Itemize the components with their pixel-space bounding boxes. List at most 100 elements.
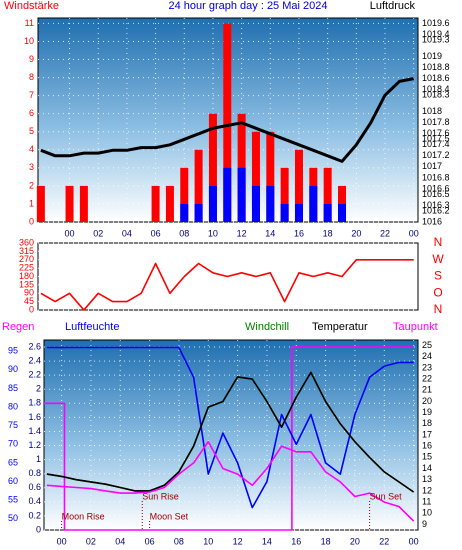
y2-tick-label: N xyxy=(434,235,443,249)
series-line xyxy=(46,440,415,522)
y2-tick-label: 1019 xyxy=(422,51,442,61)
y2-tick-label: 1017.6 xyxy=(422,128,450,138)
y2-tick-label: 1019.4 xyxy=(422,29,450,39)
bar xyxy=(65,185,74,222)
y-tick-label: 270 xyxy=(19,254,34,264)
bar xyxy=(151,185,160,222)
y-tick-label: 3 xyxy=(29,162,34,172)
y3-tick-label: 65 xyxy=(8,457,18,467)
y-tick-label: 1.4 xyxy=(28,426,41,436)
x-tick-label: 20 xyxy=(350,536,360,546)
y-tick-label: 1.8 xyxy=(28,398,41,408)
x-tick-label: 20 xyxy=(351,228,361,238)
y-tick-label: 0 xyxy=(29,216,34,226)
y2-tick-label: O xyxy=(433,285,442,299)
y3-tick-label: 95 xyxy=(8,346,18,356)
bar xyxy=(180,167,189,222)
y2-tick-label: 21 xyxy=(422,385,432,395)
y-tick-label: 1.2 xyxy=(28,440,41,450)
y-tick-label: 11 xyxy=(25,18,34,28)
y2-tick-label: S xyxy=(434,269,442,283)
y-tick-label: 5 xyxy=(29,126,34,136)
bar xyxy=(208,113,217,222)
x-tick-label: 16 xyxy=(294,228,304,238)
bar xyxy=(266,185,275,222)
legend-label: Windstärke xyxy=(4,0,59,12)
x-tick-label: 00 xyxy=(409,228,419,238)
legend-label: Taupunkt xyxy=(393,321,438,333)
x-tick-label: 06 xyxy=(151,228,161,238)
bar xyxy=(251,185,260,222)
bar xyxy=(165,185,174,222)
x-tick-label: 04 xyxy=(122,228,132,238)
y3-tick-label: 60 xyxy=(8,476,18,486)
chart-title: 24 hour graph day : 25 Mai 2024 xyxy=(168,0,327,12)
legend-label: Temperatur xyxy=(312,321,368,333)
x-tick-label: 00 xyxy=(409,536,419,546)
y-tick-label: 0.2 xyxy=(28,510,41,520)
y2-tick-label: 1018.6 xyxy=(422,73,450,83)
y2-tick-label: 1017.5 xyxy=(422,134,450,144)
x-tick-label: 12 xyxy=(237,228,247,238)
y2-tick-label: 14 xyxy=(422,463,432,473)
y2-tick-label: 20 xyxy=(422,396,432,406)
y2-tick-label: 1016.3 xyxy=(422,200,450,210)
x-tick-label: 18 xyxy=(323,228,333,238)
y2-tick-label: 1018.3 xyxy=(422,90,450,100)
y2-tick-label: 1018.4 xyxy=(422,84,450,94)
x-tick-label: 16 xyxy=(291,536,301,546)
bar xyxy=(251,131,260,222)
y2-tick-label: 1017 xyxy=(422,161,442,171)
y2-tick-label: 19 xyxy=(422,407,432,417)
y-tick-label: 10 xyxy=(24,36,34,46)
y2-tick-label: 11 xyxy=(422,496,431,506)
y-tick-label: 0.4 xyxy=(28,496,41,506)
y-tick-label: 8 xyxy=(29,72,34,82)
y-tick-label: 225 xyxy=(19,263,34,273)
y-tick-label: 0.6 xyxy=(28,482,41,492)
y2-tick-label: 25 xyxy=(422,340,432,350)
x-tick-label: 08 xyxy=(179,228,189,238)
series-line xyxy=(44,346,414,531)
y2-tick-label: 18 xyxy=(422,418,432,428)
y2-tick-label: 1017.2 xyxy=(422,150,450,160)
x-tick-label: 00 xyxy=(65,228,75,238)
y2-tick-label: 24 xyxy=(422,351,432,361)
bar xyxy=(294,203,303,222)
x-tick-label: 08 xyxy=(174,536,184,546)
series-line xyxy=(46,371,415,493)
bar xyxy=(194,203,203,222)
x-tick-label: 14 xyxy=(262,536,272,546)
y3-tick-label: 75 xyxy=(8,420,18,430)
legend-label: Regen xyxy=(2,321,34,333)
y-tick-label: 4 xyxy=(29,144,34,154)
series-line xyxy=(40,259,414,311)
x-tick-label: 06 xyxy=(145,536,155,546)
annotation: Sun Set xyxy=(370,491,403,501)
y-tick-label: 135 xyxy=(19,279,34,289)
legend-label: Luftfeuchte xyxy=(65,321,119,333)
bar xyxy=(36,185,45,222)
y2-tick-label: N xyxy=(434,302,443,316)
y2-tick-label: 17 xyxy=(422,429,432,439)
bar xyxy=(208,185,217,222)
bar xyxy=(180,203,189,222)
bar xyxy=(280,203,289,222)
x-tick-label: 14 xyxy=(265,228,275,238)
x-tick-label: 04 xyxy=(115,536,125,546)
y2-tick-label: 1018.8 xyxy=(422,62,450,72)
y-tick-label: 0 xyxy=(29,304,34,314)
y-tick-label: 2 xyxy=(29,180,34,190)
x-tick-label: 10 xyxy=(208,228,218,238)
y-tick-label: 45 xyxy=(24,296,34,306)
legend-label: Luftdruck xyxy=(370,0,416,12)
y-tick-label: 0.8 xyxy=(28,468,41,478)
bar xyxy=(323,167,332,222)
y2-tick-label: 16 xyxy=(422,441,432,451)
bar xyxy=(309,185,318,222)
annotation: Moon Set xyxy=(150,511,189,521)
x-tick-label: 18 xyxy=(321,536,331,546)
series-line xyxy=(46,346,414,509)
y2-tick-label: 10 xyxy=(422,508,432,518)
